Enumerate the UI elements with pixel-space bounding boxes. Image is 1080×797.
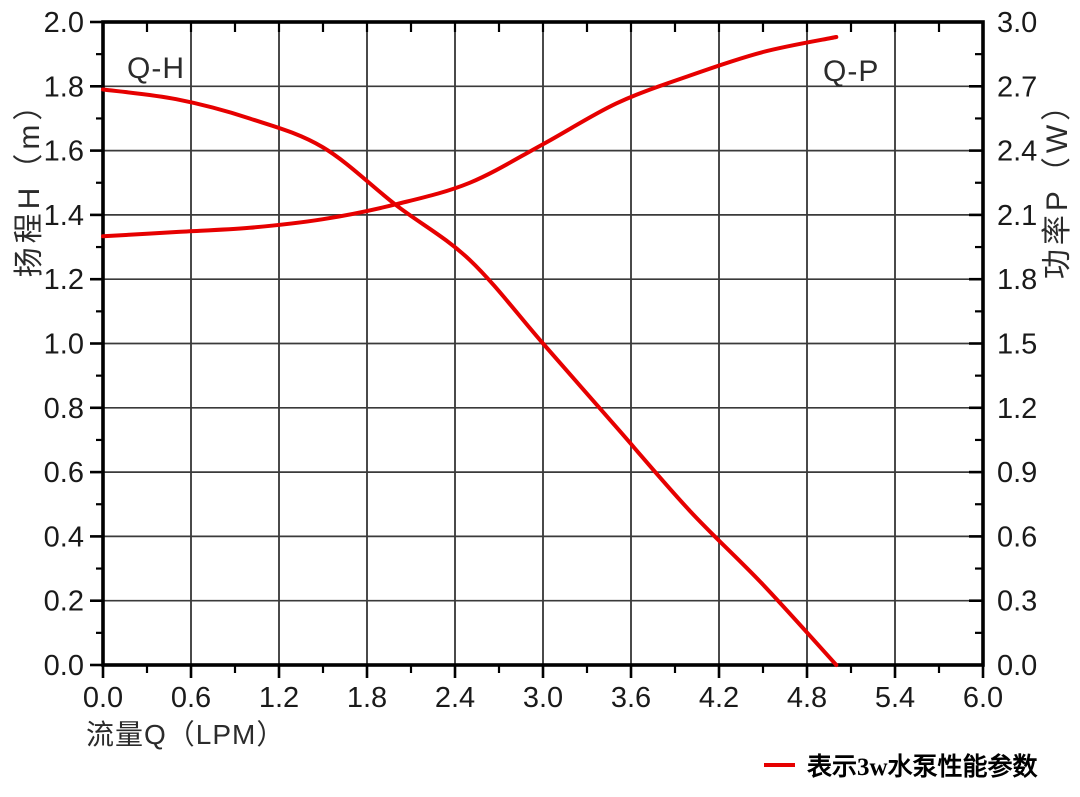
y-left-tick-label: 1.0 xyxy=(44,329,84,361)
y-right-tick-label: 2.1 xyxy=(997,200,1037,232)
right-axis-title: 功率P（W） xyxy=(1041,86,1074,280)
y-left-tick-label: 0.6 xyxy=(44,457,84,489)
series-curve-qh xyxy=(101,87,839,667)
y-left-tick-label: 0.0 xyxy=(44,650,84,682)
x-tick-label: 6.0 xyxy=(963,682,1003,714)
y-left-tick-label: 0.4 xyxy=(44,521,84,553)
legend: 表示3w水泵性能参数 xyxy=(764,747,1038,783)
y-left-tick-label: 1.4 xyxy=(44,200,84,232)
x-tick-label: 1.2 xyxy=(259,682,299,714)
y-right-tick-label: 1.5 xyxy=(997,329,1037,361)
y-right-tick-label: 0.3 xyxy=(997,586,1037,618)
x-axis-title: 流量Q（LPM） xyxy=(86,719,286,750)
y-left-tick-label: 1.8 xyxy=(44,71,84,103)
y-right-tick-label: 3.0 xyxy=(997,7,1037,39)
legend-line-marker xyxy=(764,763,795,767)
x-tick-label: 4.8 xyxy=(787,682,827,714)
y-right-tick-label: 0.9 xyxy=(997,457,1037,489)
y-left-tick-label: 0.2 xyxy=(44,586,84,618)
x-tick-label: 3.6 xyxy=(611,682,651,714)
x-tick-label: 4.2 xyxy=(699,682,739,714)
y-right-tick-label: 0.0 xyxy=(997,650,1037,682)
left-axis-title: 扬程H（m） xyxy=(13,86,46,278)
x-tick-label: 1.8 xyxy=(347,682,387,714)
y-right-tick-label: 2.4 xyxy=(997,136,1037,168)
series-curve-qp xyxy=(101,35,839,239)
y-right-tick-label: 0.6 xyxy=(997,521,1037,553)
y-left-tick-label: 0.8 xyxy=(44,393,84,425)
x-tick-label: 5.4 xyxy=(875,682,915,714)
y-left-tick-label: 1.6 xyxy=(44,136,84,168)
x-tick-label: 0.6 xyxy=(171,682,211,714)
plot-border xyxy=(101,20,985,667)
y-right-tick-label: 2.7 xyxy=(997,71,1037,103)
y-right-tick-label: 1.8 xyxy=(997,264,1037,296)
y-right-tick-label: 1.2 xyxy=(997,393,1037,425)
annotation-qh: Q-H xyxy=(127,52,185,85)
x-tick-label: 2.4 xyxy=(435,682,475,714)
annotation-qp: Q-P xyxy=(823,55,880,88)
x-tick-label: 3.0 xyxy=(523,682,563,714)
y-left-tick-label: 2.0 xyxy=(44,7,84,39)
x-tick-label: 0.0 xyxy=(83,682,123,714)
y-left-tick-label: 1.2 xyxy=(44,264,84,296)
legend-label: 表示3w水泵性能参数 xyxy=(807,754,1038,781)
